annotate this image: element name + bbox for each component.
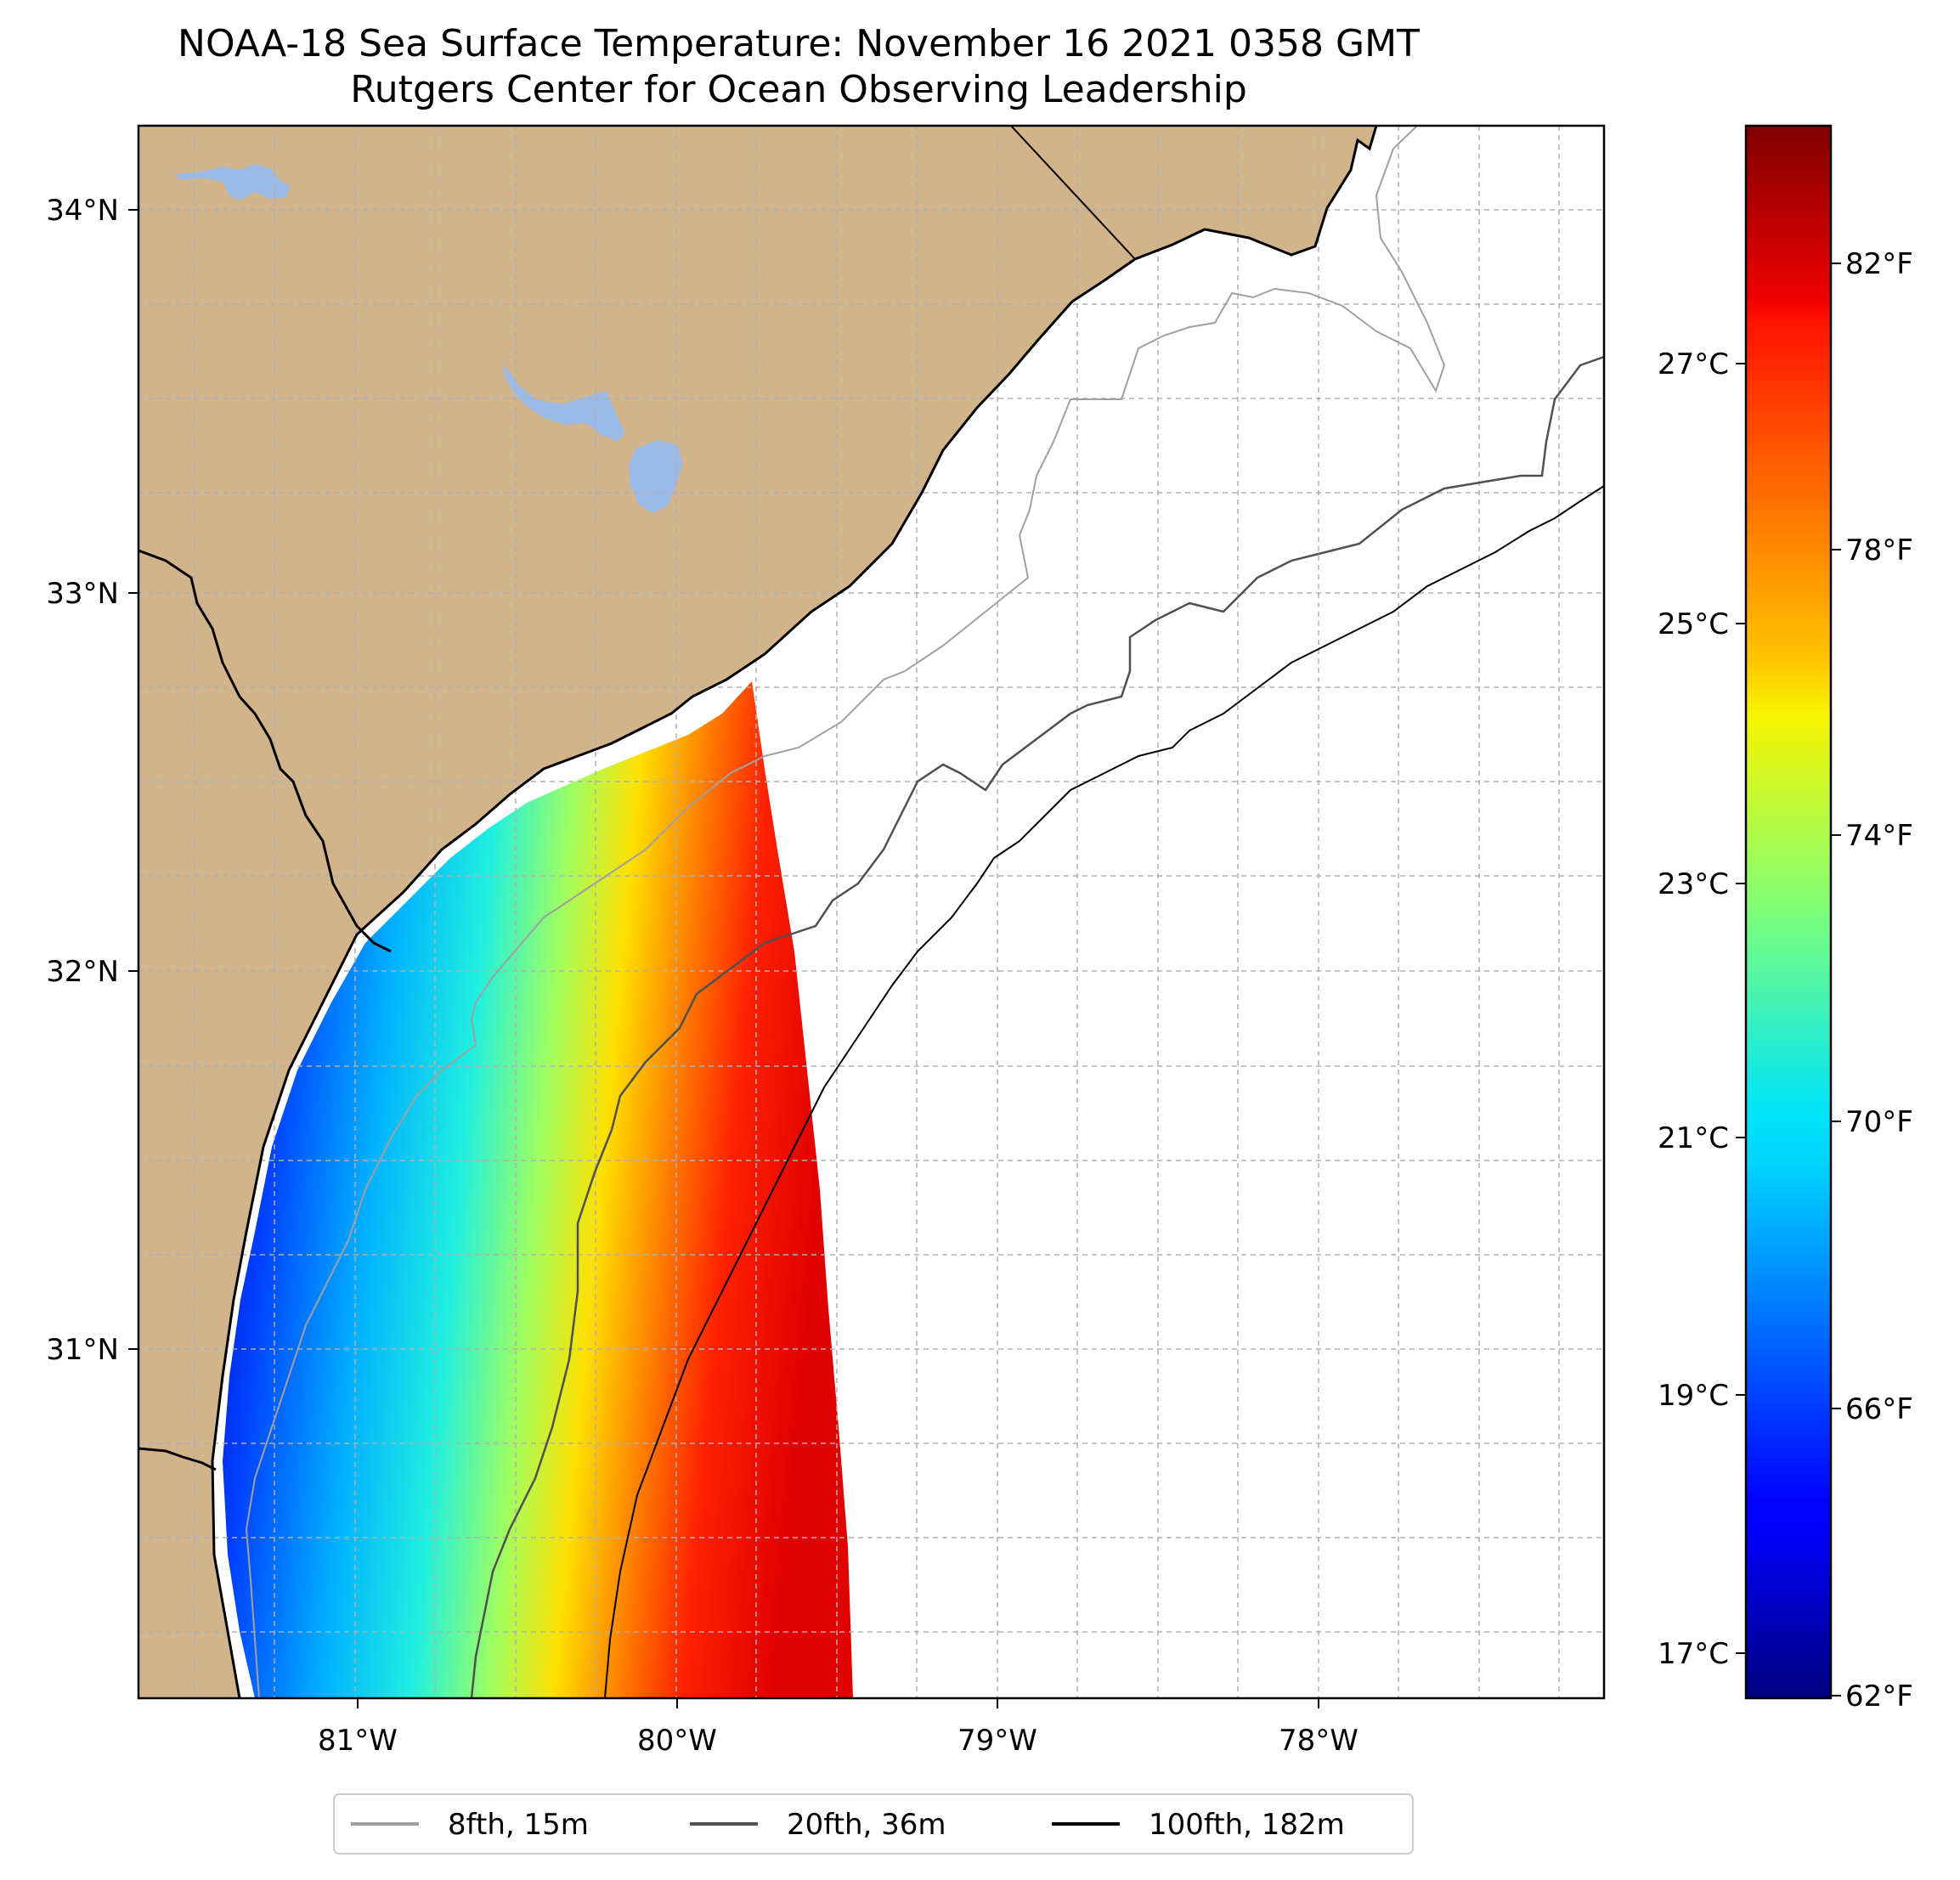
- colorbar-c-label-23: 23°C: [1658, 867, 1729, 901]
- isobath-20fth: [470, 355, 1604, 1698]
- lon-label-79w: 79°W: [957, 1724, 1037, 1758]
- lat-label-31n: 31°N: [46, 1333, 119, 1367]
- lat-label-32n: 32°N: [46, 955, 119, 989]
- isobath-100fth: [604, 485, 1604, 1698]
- lake-marion: [503, 364, 624, 442]
- state-border: [138, 549, 392, 953]
- colorbar-f-label-70: 70°F: [1845, 1105, 1913, 1139]
- colorbar-c-label-19: 19°C: [1658, 1379, 1729, 1413]
- colorbar-f-label-66: 66°F: [1845, 1392, 1913, 1426]
- coastline: [211, 126, 1378, 1698]
- isobath-8fth: [245, 126, 1446, 1698]
- legend-label-8fth: 8fth, 15m: [448, 1808, 589, 1842]
- colorbar-c-label-17: 17°C: [1658, 1637, 1729, 1671]
- lon-label-81w: 81°W: [318, 1724, 398, 1758]
- map-subtitle: Rutgers Center for Ocean Observing Leade…: [350, 68, 1247, 111]
- colorbar-c-label-25: 25°C: [1658, 607, 1729, 641]
- lat-label-34n: 34°N: [46, 194, 119, 228]
- colorbar-f-label-62: 62°F: [1845, 1680, 1913, 1713]
- lon-label-78w: 78°W: [1279, 1724, 1358, 1758]
- legend-label-100fth: 100fth, 182m: [1149, 1808, 1345, 1842]
- lat-label-33n: 33°N: [46, 577, 119, 611]
- land-area: [138, 126, 1376, 1698]
- lake-wateree: [175, 164, 291, 200]
- nc-sc-border: [1010, 126, 1136, 260]
- state-border-south: [138, 1447, 217, 1471]
- colorbar: [1744, 124, 1833, 1700]
- legend-label-20fth: 20fth, 36m: [787, 1808, 946, 1842]
- map-frame: [137, 124, 1606, 1700]
- colorbar-f-label-82: 82°F: [1845, 247, 1913, 281]
- legend-box: [333, 1793, 1414, 1855]
- colorbar-ticks: [1736, 263, 1841, 1697]
- colorbar-f-label-74: 74°F: [1845, 819, 1913, 853]
- colorbar-c-label-27: 27°C: [1658, 347, 1729, 381]
- axis-ticks: [128, 209, 1319, 1708]
- map-title: NOAA-18 Sea Surface Temperature: Novembe…: [178, 22, 1420, 65]
- lake-moultrie: [629, 440, 683, 513]
- colorbar-c-label-21: 21°C: [1658, 1121, 1729, 1155]
- lon-label-80w: 80°W: [637, 1724, 717, 1758]
- colorbar-f-label-78: 78°F: [1845, 534, 1913, 567]
- sst-swath: [223, 681, 853, 1698]
